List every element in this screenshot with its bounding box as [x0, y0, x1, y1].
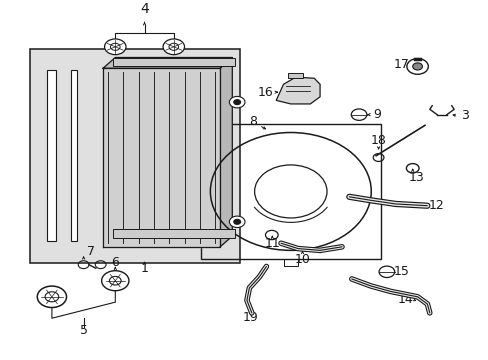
Circle shape	[110, 43, 120, 50]
Text: 4: 4	[140, 2, 149, 16]
Circle shape	[102, 271, 129, 291]
Polygon shape	[220, 58, 232, 247]
Text: 15: 15	[393, 265, 409, 278]
Circle shape	[350, 109, 366, 120]
Text: 7: 7	[87, 244, 95, 258]
Circle shape	[45, 292, 59, 302]
Text: 1: 1	[141, 262, 148, 275]
Text: 13: 13	[407, 171, 423, 184]
Bar	[30, 49, 239, 263]
Bar	[283, 259, 298, 266]
Text: 10: 10	[294, 253, 310, 266]
Circle shape	[37, 286, 66, 307]
Circle shape	[229, 216, 244, 228]
Text: 17: 17	[393, 58, 408, 71]
Text: 19: 19	[242, 311, 258, 324]
Bar	[288, 72, 303, 78]
Bar	[71, 70, 77, 242]
Circle shape	[233, 219, 240, 224]
Text: 11: 11	[264, 238, 280, 251]
Text: 5: 5	[80, 324, 87, 337]
Circle shape	[229, 96, 244, 108]
Circle shape	[406, 59, 427, 74]
Circle shape	[233, 100, 240, 105]
Circle shape	[109, 276, 121, 285]
Text: 12: 12	[427, 198, 443, 212]
Text: 9: 9	[373, 108, 381, 121]
Bar	[47, 70, 56, 242]
Text: 18: 18	[370, 134, 386, 147]
Text: 6: 6	[111, 256, 119, 269]
Text: 3: 3	[460, 109, 468, 122]
Polygon shape	[276, 77, 320, 104]
Bar	[113, 229, 234, 238]
Circle shape	[169, 43, 178, 50]
Polygon shape	[103, 68, 220, 247]
Text: 8: 8	[248, 114, 256, 127]
Bar	[113, 58, 234, 67]
Text: 2: 2	[106, 174, 114, 187]
Circle shape	[104, 39, 126, 55]
Text: 14: 14	[397, 293, 412, 306]
Circle shape	[163, 39, 184, 55]
Bar	[200, 123, 380, 259]
Circle shape	[412, 63, 422, 70]
Circle shape	[378, 266, 394, 278]
Polygon shape	[103, 58, 232, 68]
Text: 16: 16	[257, 86, 273, 99]
